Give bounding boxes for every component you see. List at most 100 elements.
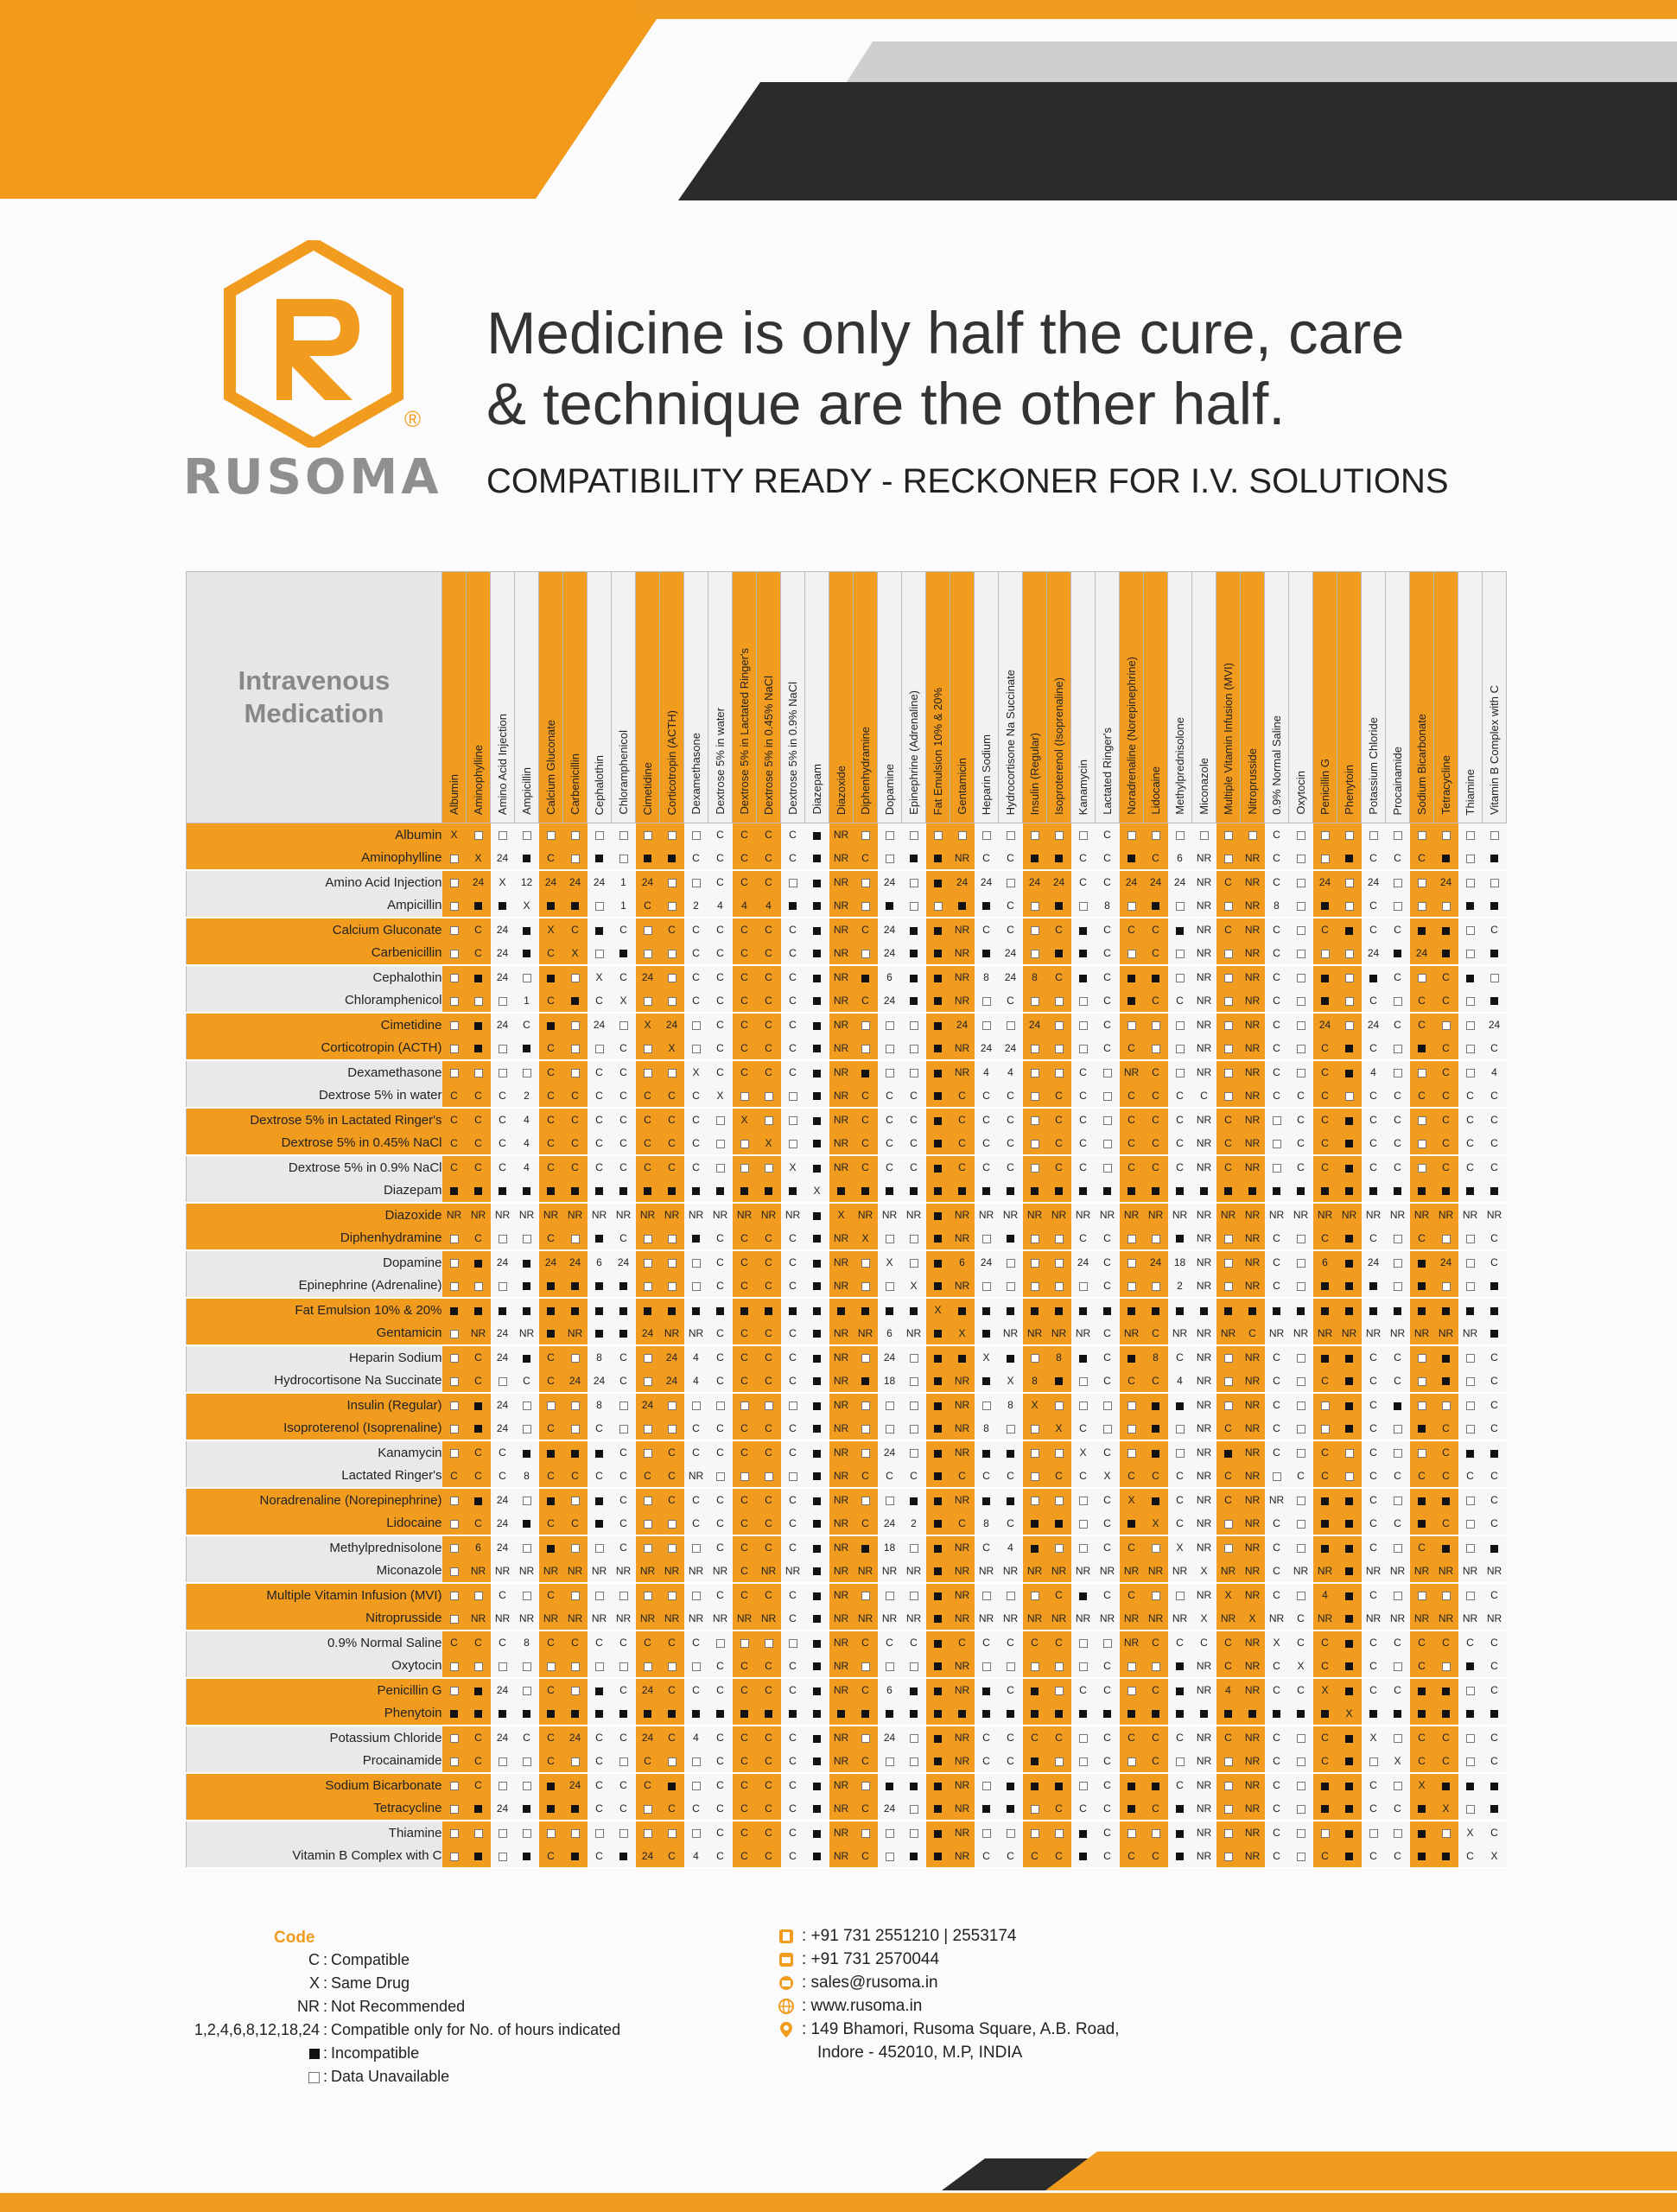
table-cell — [1022, 1131, 1047, 1156]
cell-value: C — [1418, 1637, 1426, 1649]
incompatible-square-icon — [789, 1306, 797, 1315]
table-cell: C — [877, 1108, 902, 1132]
cell-value: C — [886, 1637, 893, 1649]
column-header: Isoproterenol (Isoprenaline) — [1046, 571, 1071, 823]
cell-value: NR — [1051, 1326, 1067, 1339]
cell-value: C — [1490, 1231, 1498, 1244]
data-unavailable-square-icon — [449, 1757, 459, 1766]
table-cell — [756, 1108, 781, 1132]
table-cell: C — [1409, 1654, 1434, 1679]
contact-website[interactable]: : www.rusoma.in — [778, 1997, 922, 2016]
table-cell — [1409, 1298, 1434, 1322]
table-cell: C — [1482, 1393, 1507, 1417]
cell-value: C — [450, 1161, 458, 1174]
table-cell: X — [635, 1013, 660, 1037]
table-cell: C — [708, 1773, 733, 1797]
table-cell: C — [1095, 1250, 1120, 1274]
incompatible-square-icon — [934, 1497, 942, 1505]
table-cell — [514, 1678, 539, 1702]
incompatible-square-icon — [861, 1544, 869, 1553]
data-unavailable-square-icon — [981, 1782, 991, 1791]
table-cell — [562, 1844, 588, 1869]
contact-email[interactable]: : sales@rusoma.in — [778, 1974, 938, 1993]
table-cell — [659, 1773, 684, 1797]
cell-value: C — [1394, 924, 1401, 937]
table-cell: 24 — [974, 870, 999, 894]
table-cell: C — [514, 1726, 539, 1750]
table-cell: C — [1216, 1416, 1241, 1441]
table-cell — [514, 1749, 539, 1774]
cell-value: NR — [1244, 924, 1261, 937]
table-cell: C — [587, 1108, 612, 1132]
table-cell — [853, 1274, 878, 1299]
table-cell — [659, 1654, 684, 1679]
data-unavailable-square-icon — [1078, 1757, 1088, 1766]
data-unavailable-square-icon — [1006, 879, 1015, 888]
table-cell — [901, 1821, 926, 1845]
table-cell — [1046, 893, 1071, 918]
table-cell — [1337, 1796, 1362, 1821]
table-cell: 24 — [490, 1250, 515, 1274]
incompatible-square-icon — [1079, 1592, 1087, 1600]
incompatible-square-icon — [1369, 1306, 1377, 1315]
data-unavailable-square-icon — [1102, 1164, 1112, 1173]
cell-value: C — [595, 1779, 603, 1792]
table-cell: C — [756, 941, 781, 966]
data-unavailable-square-icon — [449, 1829, 459, 1839]
table-cell — [804, 870, 829, 894]
cell-value: NR — [1099, 1611, 1115, 1624]
table-cell: C — [1361, 1369, 1386, 1394]
incompatible-square-icon — [571, 902, 579, 911]
incompatible-square-icon — [716, 1710, 724, 1719]
table-cell — [1385, 1274, 1410, 1299]
table-cell — [1433, 1821, 1458, 1845]
incompatible-square-icon — [1345, 1402, 1353, 1410]
table-cell: NR — [732, 1203, 757, 1227]
table-cell: C — [780, 1250, 805, 1274]
data-unavailable-square-icon — [619, 1662, 628, 1671]
table-cell — [466, 1298, 491, 1322]
row-label: Ampicillin — [186, 893, 442, 918]
table-cell: NR — [998, 1606, 1023, 1631]
cell-value: C — [692, 994, 700, 1007]
table-cell: C — [756, 1060, 781, 1084]
table-cell: C — [780, 1678, 805, 1702]
cell-value: C — [1369, 1351, 1377, 1364]
table-cell: C — [1264, 1084, 1289, 1109]
table-cell: C — [1409, 1226, 1434, 1251]
cell-value: C — [1176, 1516, 1184, 1529]
table-cell — [538, 1796, 563, 1821]
table-cell: C — [708, 1060, 733, 1084]
cell-value: NR — [639, 1611, 656, 1624]
cell-value: C — [740, 1256, 748, 1269]
table-cell: C — [732, 1559, 757, 1584]
cell-value: NR — [1244, 1066, 1261, 1079]
cell-value: C — [1103, 1041, 1111, 1054]
table-cell — [635, 1416, 660, 1441]
table-cell — [562, 1393, 588, 1417]
table-cell: C — [441, 1155, 467, 1179]
incompatible-square-icon — [861, 1187, 869, 1196]
table-cell — [1337, 1630, 1362, 1655]
data-unavailable-square-icon — [449, 1354, 459, 1363]
cell-value: C — [1103, 1516, 1111, 1529]
table-cell — [1288, 1749, 1313, 1774]
table-cell — [1046, 1821, 1071, 1845]
table-cell — [804, 1630, 829, 1655]
table-cell — [1409, 1416, 1434, 1441]
table-cell: C — [1361, 1678, 1386, 1702]
table-cell: C — [756, 1535, 781, 1560]
table-cell — [1167, 1654, 1192, 1679]
incompatible-square-icon — [1490, 997, 1498, 1006]
incompatible-square-icon — [1345, 1662, 1353, 1671]
table-cell: C — [1046, 1630, 1071, 1655]
incompatible-square-icon — [523, 1306, 530, 1315]
incompatible-square-icon — [934, 1639, 942, 1648]
cell-value: 6 — [1177, 851, 1183, 864]
table-cell — [1119, 1773, 1144, 1797]
table-cell — [804, 1013, 829, 1037]
table-cell — [998, 1821, 1023, 1845]
cell-value: C — [1369, 1541, 1377, 1554]
incompatible-square-icon — [1490, 1805, 1498, 1814]
tagline-line-2: & technique are the other half. — [486, 371, 1286, 437]
